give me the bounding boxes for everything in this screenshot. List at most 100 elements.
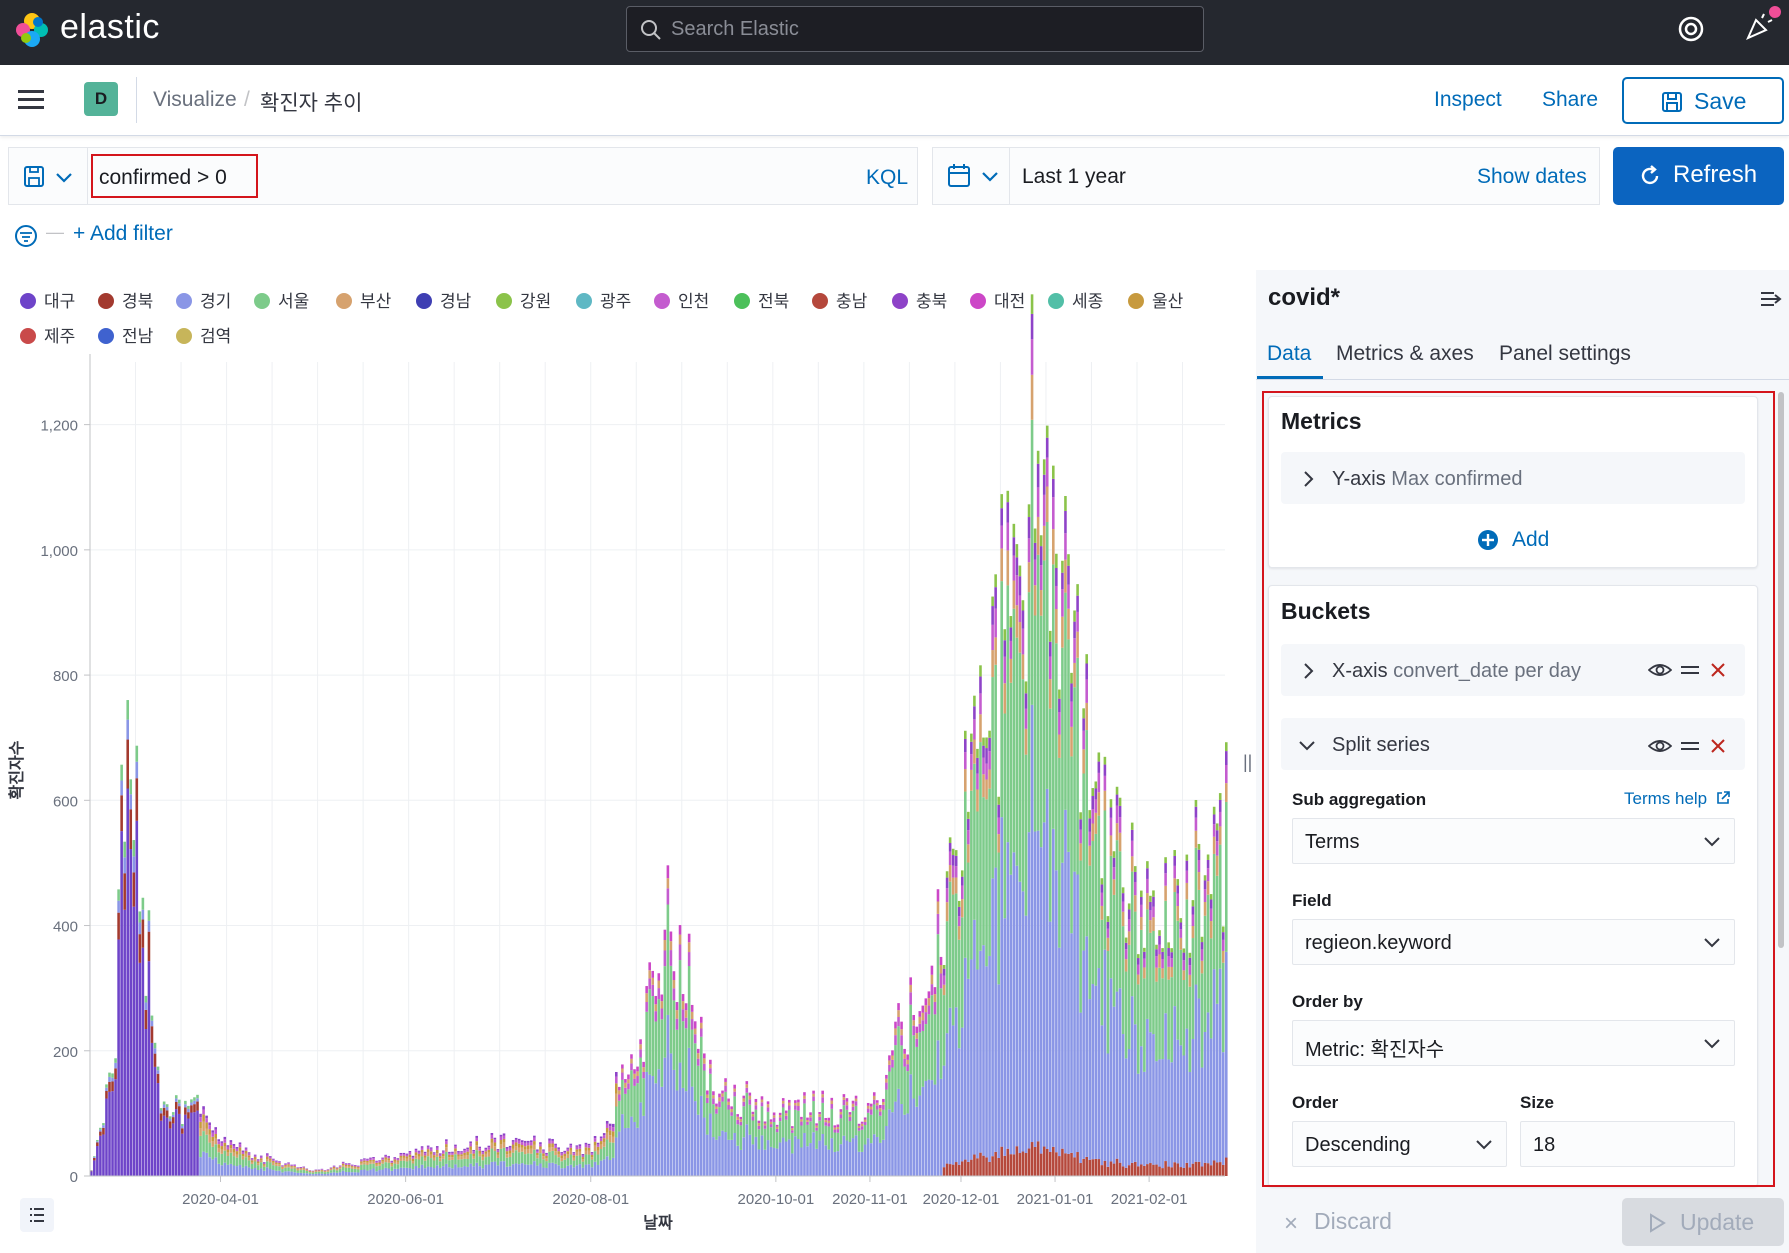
query-input-value[interactable]: confirmed > 0 <box>99 166 227 189</box>
legend-item[interactable]: 충북 <box>892 287 947 312</box>
bar-segment <box>478 1156 482 1167</box>
filter-options-icon[interactable] <box>14 224 38 248</box>
bar-segment <box>551 1140 554 1144</box>
legend-item[interactable]: 세종 <box>1048 287 1103 312</box>
legend-toggle-button[interactable] <box>20 1198 54 1232</box>
bar-segment <box>954 1162 958 1176</box>
order-select[interactable]: Descending <box>1292 1121 1507 1167</box>
size-input[interactable]: 18 <box>1520 1121 1735 1167</box>
bar-segment <box>766 1107 770 1112</box>
bar-segment <box>381 1169 384 1176</box>
tab-data[interactable]: Data <box>1267 342 1312 365</box>
legend-item[interactable]: 대구 <box>20 287 75 312</box>
legend-item[interactable]: 경기 <box>176 287 231 312</box>
x-axis-bucket-row[interactable] <box>1281 644 1745 696</box>
legend-item[interactable]: 광주 <box>576 287 631 312</box>
y-axis-metric-row[interactable] <box>1281 452 1745 504</box>
refresh-button[interactable]: Refresh <box>1613 147 1784 205</box>
remove-x-icon[interactable] <box>1710 738 1726 754</box>
legend-item[interactable]: 검역 <box>176 322 231 347</box>
eye-icon[interactable] <box>1648 736 1672 756</box>
bar-segment <box>1064 592 1067 810</box>
add-filter-button[interactable]: + Add filter <box>73 222 173 245</box>
legend-item[interactable]: 대전 <box>970 287 1025 312</box>
notification-badge <box>1769 6 1781 18</box>
tab-panel-settings[interactable]: Panel settings <box>1499 342 1631 365</box>
eye-icon[interactable] <box>1648 660 1672 680</box>
order-by-select[interactable]: Metric: 확진자수 <box>1292 1020 1735 1066</box>
breadcrumb-visualize[interactable]: Visualize <box>153 88 237 111</box>
sidebar-scrollbar[interactable] <box>1778 392 1784 948</box>
legend-item[interactable]: 제주 <box>20 322 75 347</box>
legend-item[interactable]: 울산 <box>1128 287 1183 312</box>
legend-item[interactable]: 강원 <box>496 287 551 312</box>
legend-item[interactable]: 인천 <box>654 287 709 312</box>
save-button[interactable]: Save <box>1622 77 1784 124</box>
bar-segment <box>1103 810 1107 950</box>
global-search-input[interactable]: Search Elastic <box>626 6 1204 52</box>
bar-segment <box>96 1142 99 1147</box>
bar-segment <box>1155 981 1158 1062</box>
drag-handle-icon[interactable] <box>1680 664 1700 676</box>
legend-label: 충북 <box>916 292 948 311</box>
sub-aggregation-select[interactable]: Terms <box>1292 818 1735 864</box>
help-icon[interactable] <box>1676 14 1706 44</box>
elastic-logo-icon[interactable] <box>14 12 50 48</box>
hamburger-menu-icon[interactable] <box>18 89 44 111</box>
calendar-icon[interactable] <box>947 164 1001 188</box>
inspect-link[interactable]: Inspect <box>1434 88 1502 111</box>
bar-segment <box>684 1028 688 1092</box>
bar-segment <box>469 1163 472 1176</box>
terms-help-link[interactable]: Terms help <box>1624 789 1730 809</box>
chevron-right-icon[interactable] <box>1301 662 1315 680</box>
bar-segment <box>942 964 946 969</box>
bar-segment <box>1039 847 1043 1154</box>
update-button[interactable]: Update <box>1622 1198 1784 1246</box>
field-select[interactable]: regieon.keyword <box>1292 919 1735 965</box>
saved-query-icon[interactable] <box>23 166 75 188</box>
bar-segment <box>906 1113 909 1176</box>
legend-item[interactable]: 충남 <box>812 287 867 312</box>
bar-segment <box>1024 915 1028 1153</box>
tab-metrics-axes[interactable]: Metrics & axes <box>1336 342 1474 365</box>
bar-segment <box>1070 933 1073 1153</box>
bar-segment <box>1006 522 1010 551</box>
legend-item[interactable]: 경남 <box>416 287 471 312</box>
query-input[interactable] <box>91 154 258 198</box>
bar-segment <box>581 1167 585 1176</box>
bar-segment <box>584 1154 588 1165</box>
bar-segment <box>478 1153 482 1157</box>
panel-resize-handle[interactable]: || <box>1243 752 1253 772</box>
discard-button[interactable]: Discard <box>1314 1208 1392 1234</box>
bar-segment <box>663 950 667 967</box>
space-avatar[interactable]: D <box>84 82 118 116</box>
legend-item[interactable]: 서울 <box>254 287 309 312</box>
bar-segment <box>232 1148 236 1153</box>
bar-segment <box>478 1150 482 1154</box>
show-dates-link[interactable]: Show dates <box>1477 165 1587 188</box>
bar-segment <box>1027 562 1031 593</box>
chevron-down-icon[interactable] <box>1298 738 1316 752</box>
share-link[interactable]: Share <box>1542 88 1599 111</box>
bar-segment <box>466 1166 469 1176</box>
bar-segment <box>1045 437 1049 458</box>
chevron-right-icon[interactable] <box>1301 470 1315 488</box>
legend-item[interactable]: 전북 <box>734 287 789 312</box>
app-name[interactable]: elastic <box>60 8 160 46</box>
bar-segment <box>912 1098 915 1176</box>
add-metric-button[interactable]: Add <box>1512 528 1550 551</box>
bar-segment <box>442 1150 445 1152</box>
plus-circle-icon[interactable] <box>1477 529 1499 551</box>
time-range-value[interactable]: Last 1 year <box>1022 165 1126 188</box>
legend-item[interactable]: 경북 <box>98 287 153 312</box>
newsfeed-icon[interactable] <box>1744 12 1774 42</box>
kql-toggle[interactable]: KQL <box>866 166 909 189</box>
legend-item[interactable]: 부산 <box>336 287 391 312</box>
bar-segment <box>590 1159 594 1168</box>
drag-handle-icon[interactable] <box>1680 740 1700 752</box>
legend-item[interactable]: 전남 <box>98 322 153 347</box>
bar-segment <box>1070 701 1073 727</box>
remove-x-icon[interactable] <box>1710 662 1726 678</box>
collapse-sidebar-icon[interactable] <box>1760 290 1782 308</box>
